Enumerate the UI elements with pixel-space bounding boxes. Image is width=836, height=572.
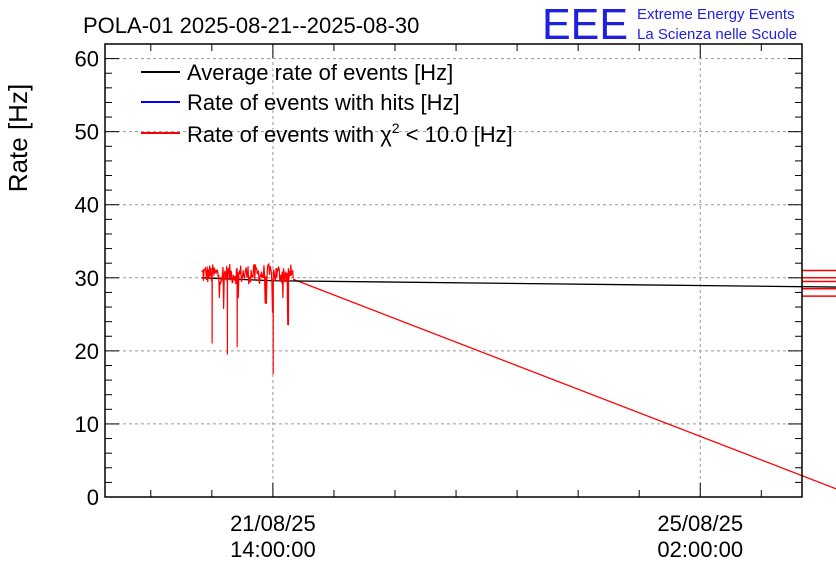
- y-tick-label: 40: [75, 193, 99, 218]
- y-tick-label: 10: [75, 412, 99, 437]
- x-tick-label-time: 02:00:00: [657, 537, 743, 562]
- y-tick-label: 0: [87, 485, 99, 510]
- y-axis-title: Rate [Hz]: [3, 84, 33, 192]
- chi2-rate-burst: [201, 262, 294, 375]
- legend: Average rate of events [Hz] Rate of even…: [141, 60, 513, 147]
- x-tick-label-date: 25/08/25: [657, 511, 743, 536]
- eee-logo-line2: La Scienza nelle Scuole: [637, 26, 797, 43]
- chi2-ramp-line: [293, 278, 836, 490]
- y-tick-label: 60: [75, 47, 99, 72]
- x-tick-label-time: 14:00:00: [230, 537, 316, 562]
- legend-chi2-prefix: Rate of events with: [187, 122, 380, 147]
- eee-logo-line1: Extreme Energy Events: [637, 6, 795, 23]
- y-tick-label: 50: [75, 120, 99, 145]
- legend-label-chi2: Rate of events with χ2 < 10.0 [Hz]: [187, 120, 513, 147]
- y-tick-label: 20: [75, 339, 99, 364]
- chart-title: POLA-01 2025-08-21--2025-08-30: [83, 13, 419, 38]
- average-rate-line: [201, 277, 836, 288]
- legend-chi2-suffix: < 10.0 [Hz]: [400, 122, 513, 147]
- eee-logo-mark: EEE: [542, 0, 628, 49]
- legend-chi2-sup: 2: [392, 120, 400, 136]
- data-layer: [201, 262, 836, 490]
- y-tick-label: 30: [75, 266, 99, 291]
- grid-layer: [105, 44, 802, 497]
- legend-chi2-symbol: χ: [380, 122, 392, 147]
- plot-frame: [104, 43, 803, 498]
- legend-label-average: Average rate of events [Hz]: [187, 60, 453, 85]
- legend-label-hits: Rate of events with hits [Hz]: [187, 90, 460, 115]
- plot-border: [104, 43, 803, 498]
- x-tick-label-date: 21/08/25: [230, 511, 316, 536]
